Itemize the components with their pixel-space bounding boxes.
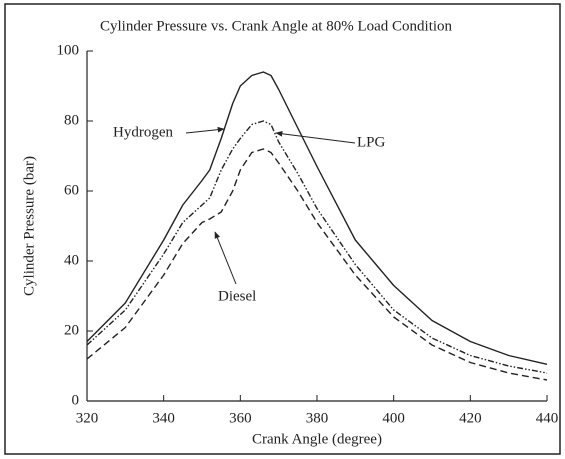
x-tick-label: 420 xyxy=(459,410,482,426)
series-annotation: Hydrogen xyxy=(113,124,173,140)
chart-title: Cylinder Pressure vs. Crank Angle at 80%… xyxy=(100,18,453,34)
frame xyxy=(4,3,561,455)
y-tick-label: 20 xyxy=(64,322,79,338)
x-axis-label: Crank Angle (degree) xyxy=(252,431,382,447)
annotation-arrow xyxy=(185,126,225,134)
series-annotation: LPG xyxy=(357,134,386,150)
x-tick-label: 360 xyxy=(229,410,252,426)
series-line xyxy=(86,71,548,365)
x-tick-label: 380 xyxy=(306,410,329,426)
x-tick-label: 400 xyxy=(382,410,405,426)
series-line xyxy=(86,148,548,381)
series-annotation: Diesel xyxy=(218,288,256,304)
y-tick-label: 80 xyxy=(64,112,79,128)
annotation-arrow xyxy=(214,231,237,285)
x-tick-label: 320 xyxy=(76,410,99,426)
x-tick-label: 440 xyxy=(536,410,559,426)
y-tick-label: 0 xyxy=(72,392,80,408)
annotation-arrow xyxy=(275,131,356,144)
series-line xyxy=(86,120,548,374)
y-tick-label: 40 xyxy=(64,252,79,268)
y-tick-label: 60 xyxy=(64,182,79,198)
x-tick-label: 340 xyxy=(152,410,175,426)
y-axis-label: Cylinder Pressure (bar) xyxy=(21,156,37,296)
y-tick-label: 100 xyxy=(57,42,80,58)
